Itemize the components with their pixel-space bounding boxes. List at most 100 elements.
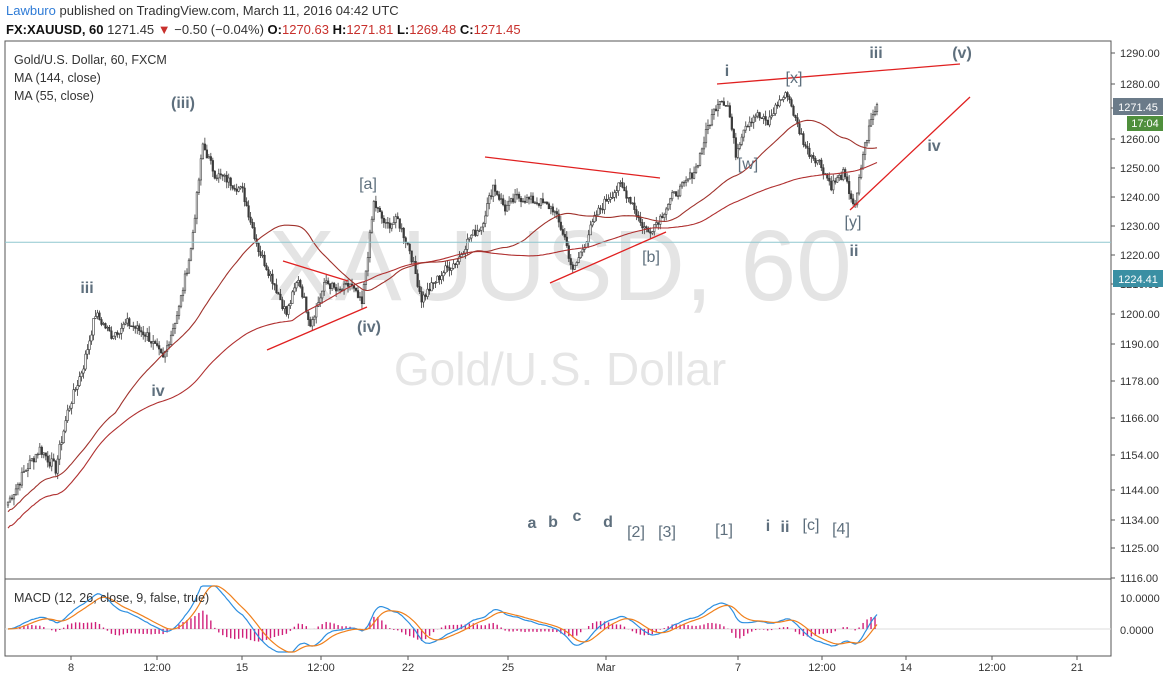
macd-histogram-bar xyxy=(90,622,93,629)
candle-body xyxy=(263,254,266,266)
candle-body xyxy=(160,348,163,354)
candle-body xyxy=(114,332,117,337)
candle-body xyxy=(458,256,461,263)
macd-histogram-bar xyxy=(381,620,383,629)
author-link[interactable]: Lawburo xyxy=(6,3,56,18)
macd-histogram-bar xyxy=(297,623,300,629)
candle-body xyxy=(261,254,264,257)
candle-body xyxy=(768,116,771,126)
time-axis[interactable]: 8 12:00 15 12:00 22 25 Mar 7 12:00 14 12:00 21 xyxy=(68,656,1083,674)
candle-body xyxy=(76,385,79,390)
macd-histogram-bar xyxy=(51,629,53,631)
candle-body xyxy=(812,155,815,159)
candle-body xyxy=(362,284,366,305)
candle-body xyxy=(173,323,177,329)
macd-histogram-bar xyxy=(86,622,89,629)
trendline-top[interactable] xyxy=(716,63,961,85)
trendline-iv-lower[interactable] xyxy=(266,306,368,351)
candle-body xyxy=(410,250,413,263)
macd-histogram-bar xyxy=(512,629,514,632)
candle-body xyxy=(716,104,720,112)
candle-body xyxy=(529,195,533,200)
macd-histogram-bar xyxy=(667,626,669,629)
candle-body xyxy=(305,296,308,313)
candle-body xyxy=(233,187,236,190)
candle-body xyxy=(508,200,511,206)
ma144-line[interactable] xyxy=(7,161,878,529)
macd-histogram-bar xyxy=(389,628,391,629)
trendline-iv-upper[interactable] xyxy=(282,260,349,282)
macd-histogram-bar xyxy=(130,629,132,634)
candle-body xyxy=(617,182,620,191)
time-tick-label: Mar xyxy=(597,662,616,674)
wave-label: b xyxy=(548,514,558,531)
candle-body xyxy=(639,217,642,223)
macd-histogram-bar xyxy=(810,629,813,637)
candle-body xyxy=(631,202,634,205)
macd-histogram-bar xyxy=(751,629,753,632)
candle-body xyxy=(56,458,59,474)
trendline-triangle-lower[interactable] xyxy=(549,231,667,284)
candle-body xyxy=(167,344,171,347)
candle-body xyxy=(669,198,672,205)
macd-histogram-bar xyxy=(504,629,506,631)
candle-body xyxy=(44,452,47,457)
trendlines[interactable] xyxy=(266,63,971,351)
price-tick-label: 1290.00 xyxy=(1120,48,1160,60)
macd-histogram-bar xyxy=(305,626,307,629)
candle-body xyxy=(573,265,576,270)
candle-body xyxy=(581,249,584,253)
price-tick-label: 1240.00 xyxy=(1120,192,1160,204)
candle-body xyxy=(738,144,741,149)
candle-body xyxy=(810,155,813,157)
candle-body xyxy=(8,497,12,503)
candle-body xyxy=(623,186,626,192)
candle-body xyxy=(772,113,775,116)
macd-histogram-bar xyxy=(564,629,566,635)
candle-body xyxy=(422,294,425,303)
candle-body xyxy=(782,97,785,100)
macd-histogram-bar xyxy=(408,629,411,637)
legend-ma55[interactable]: MA (55, close) xyxy=(14,89,94,103)
trendline-triangle-upper[interactable] xyxy=(484,156,661,179)
candle-body xyxy=(378,207,381,213)
macd-histogram-bar xyxy=(830,629,832,634)
candle-body xyxy=(239,186,242,189)
candle-body xyxy=(523,200,527,203)
macd-histogram-bar xyxy=(806,629,809,637)
time-tick-label: 8 xyxy=(68,662,74,674)
macd-histogram-bar xyxy=(663,628,665,629)
candle-body xyxy=(647,227,650,233)
legend-macd[interactable]: MACD (12, 26, close, 9, false, true) xyxy=(14,591,210,605)
candle-body xyxy=(277,292,280,295)
candle-body xyxy=(571,264,574,270)
candle-body xyxy=(335,287,338,292)
candle-body xyxy=(820,159,823,169)
candle-body xyxy=(420,291,423,303)
trendline-projection[interactable] xyxy=(849,96,971,211)
macd-histogram-bar xyxy=(321,624,323,629)
candle-body xyxy=(531,195,535,204)
candle-body xyxy=(259,251,262,256)
macd-histogram-bar xyxy=(261,629,264,641)
candle-body xyxy=(873,111,877,115)
candle-body xyxy=(156,343,159,346)
macd-histogram-bar xyxy=(70,623,73,629)
macd-histogram-bar xyxy=(480,625,482,629)
price-tick-label: 1125.00 xyxy=(1120,543,1159,555)
ma55-line[interactable] xyxy=(7,119,878,513)
macd-histogram-bar xyxy=(206,614,208,629)
candle-body xyxy=(414,261,417,275)
candle-body xyxy=(551,206,554,213)
symbol-label[interactable]: FX:XAUUSD, 60 xyxy=(6,22,104,37)
candle-body xyxy=(223,174,226,177)
candle-body xyxy=(100,319,103,325)
candle-body xyxy=(243,187,246,203)
wave-label: [2] xyxy=(627,524,645,541)
legend-ma144[interactable]: MA (144, close) xyxy=(14,71,101,85)
candle-body xyxy=(86,349,89,355)
macd-histogram-bar xyxy=(218,629,220,633)
candle-body xyxy=(838,174,841,179)
candle-body xyxy=(398,218,401,229)
